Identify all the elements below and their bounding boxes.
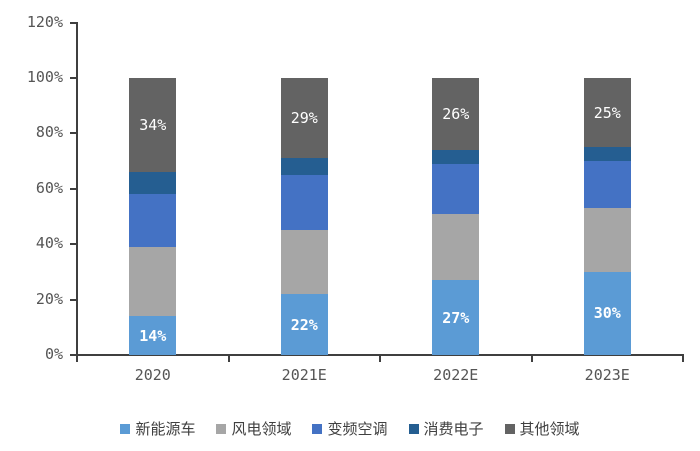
bar-segment-风电领域 xyxy=(280,230,328,295)
legend: 新能源车 风电领域 变频空调 消费电子 其他领域 xyxy=(0,420,700,438)
data-label: 22% xyxy=(290,315,318,334)
data-label: 30% xyxy=(593,304,621,323)
y-axis-tick xyxy=(70,298,77,301)
y-axis-tick-label: 20% xyxy=(35,289,63,308)
bar-segment-风电领域 xyxy=(129,246,177,317)
bar-segment-新能源车: 22% xyxy=(280,294,328,355)
y-axis-line xyxy=(76,22,78,356)
y-axis-tick xyxy=(70,354,77,356)
x-axis-category-label: 2023E xyxy=(584,366,630,384)
legend-item-风电领域: 风电领域 xyxy=(216,420,291,438)
bar-segment-新能源车: 30% xyxy=(583,271,631,355)
y-axis-tick xyxy=(70,187,77,190)
stacked-bar-2021E: 22% 29% xyxy=(280,78,328,355)
data-label: 14% xyxy=(139,326,167,345)
x-axis-line xyxy=(76,354,684,356)
legend-label: 其他领域 xyxy=(519,420,580,438)
legend-item-新能源车: 新能源车 xyxy=(120,420,195,438)
y-axis-tick xyxy=(70,132,77,135)
y-axis-tick xyxy=(70,243,77,246)
bar-segment-消费电子 xyxy=(583,147,631,162)
bar-segment-其他领域: 25% xyxy=(583,78,631,148)
legend-label: 新能源车 xyxy=(135,420,196,438)
legend-label: 变频空调 xyxy=(327,420,388,438)
legend-item-变频空调: 变频空调 xyxy=(312,420,388,438)
y-axis-tick-label: 60% xyxy=(35,178,63,197)
bar-segment-新能源车: 14% xyxy=(129,316,177,355)
bar-segment-消费电子 xyxy=(432,150,480,164)
y-axis-tick-label: 0% xyxy=(44,345,63,363)
bar-segment-变频空调 xyxy=(583,161,631,209)
bar-segment-消费电子 xyxy=(129,172,177,195)
bar-segment-消费电子 xyxy=(280,158,328,175)
data-label: 27% xyxy=(442,308,470,327)
x-axis-tick xyxy=(379,356,381,362)
x-axis-tick xyxy=(682,356,684,362)
legend-label: 消费电子 xyxy=(423,420,484,438)
y-axis-tick xyxy=(70,77,77,79)
x-axis-tick xyxy=(76,356,78,362)
y-axis-tick-label: 120% xyxy=(26,12,63,31)
data-label: 26% xyxy=(442,105,470,124)
bar-segment-风电领域 xyxy=(432,213,480,281)
data-label: 29% xyxy=(290,109,318,128)
legend-item-消费电子: 消费电子 xyxy=(408,420,484,438)
bar-segment-变频空调 xyxy=(280,174,328,231)
legend-swatch-icon xyxy=(408,424,419,434)
y-axis-tick xyxy=(70,21,77,24)
legend-swatch-icon xyxy=(312,424,323,434)
legend-item-其他领域: 其他领域 xyxy=(504,420,580,438)
legend-swatch-icon xyxy=(504,424,515,434)
bar-segment-其他领域: 26% xyxy=(432,78,480,151)
stacked-bar-2020: 14% 34% xyxy=(129,78,177,355)
y-axis-tick-label: 100% xyxy=(26,68,63,86)
x-axis-category-label: 2020 xyxy=(134,366,171,384)
bar-segment-变频空调 xyxy=(432,163,480,214)
bar-segment-其他领域: 29% xyxy=(280,78,328,159)
data-label: 34% xyxy=(139,116,167,135)
x-axis-tick xyxy=(530,356,533,362)
legend-swatch-icon xyxy=(216,424,227,434)
stacked-bar-2022E: 27% 26% xyxy=(432,78,480,355)
x-axis-category-label: 2022E xyxy=(433,366,479,384)
x-axis-category-label: 2021E xyxy=(281,366,327,384)
y-axis-tick-label: 80% xyxy=(35,123,63,142)
bar-segment-风电领域 xyxy=(583,208,631,272)
data-label: 25% xyxy=(593,103,621,122)
bar-segment-变频空调 xyxy=(129,194,177,247)
bar-segment-新能源车: 27% xyxy=(432,280,480,355)
x-axis-tick xyxy=(227,356,230,362)
legend-label: 风电领域 xyxy=(231,420,292,438)
bar-segment-其他领域: 34% xyxy=(129,78,177,173)
y-axis-tick-label: 40% xyxy=(35,234,63,253)
legend-swatch-icon xyxy=(120,424,131,434)
stacked-bar-2023E: 30% 25% xyxy=(583,78,631,355)
